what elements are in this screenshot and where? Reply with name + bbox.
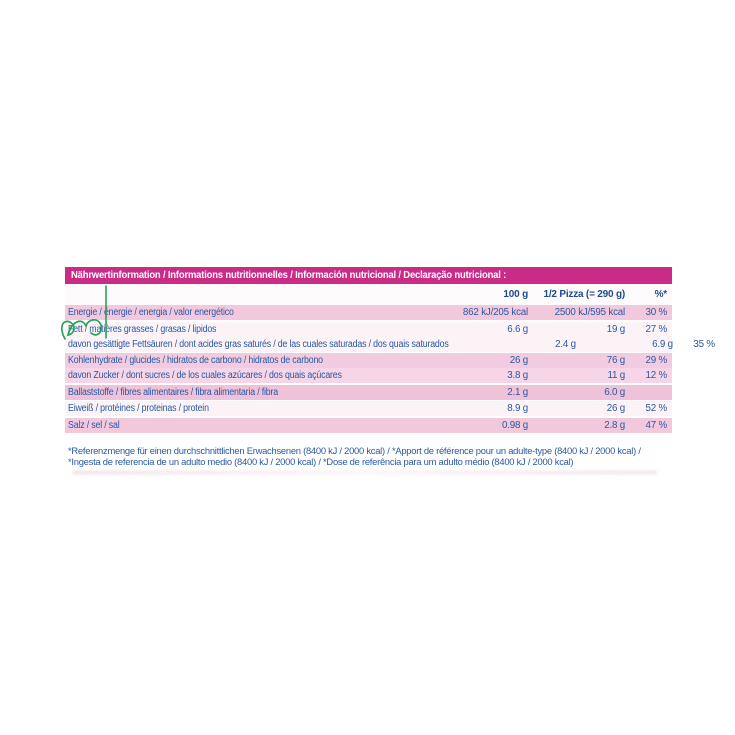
nutrition-row: Ballaststoffe / fibres alimentaires / fi… [65, 384, 672, 400]
row-label: Ballaststoffe / fibres alimentaires / fi… [68, 386, 279, 398]
nutrition-row: Salz / sel / sal 0.98 g 2.8 g 47 % [65, 417, 672, 433]
footnote-line-1: *Referenzmenge für einen durchschnittlic… [68, 444, 641, 456]
value-percent: 29 % [645, 355, 667, 366]
column-header-row: 100 g 1/2 Pizza (= 290 g) %* [65, 284, 672, 305]
column-header-percent: %* [654, 289, 668, 300]
photo-edge-smudge [72, 470, 657, 475]
value-per-portion: 11 g [607, 370, 625, 381]
value-per-portion: 2500 kJ/595 kcal [554, 307, 626, 318]
value-per-portion: 6.9 g [652, 338, 673, 350]
row-label: davon gesättigte Fettsäuren / dont acide… [68, 338, 449, 350]
table-title-bar: Nährwertinformation / Informations nutri… [65, 267, 672, 284]
value-percent: 30 % [645, 307, 667, 318]
nutrition-row: Fett / matières grasses / grasas / lipid… [65, 321, 672, 337]
value-percent: 35 % [693, 338, 715, 350]
column-header-portion: 1/2 Pizza (= 290 g) [543, 289, 625, 300]
value-per-100g: 862 kJ/205 kcal [462, 307, 528, 318]
value-percent: 52 % [645, 403, 667, 414]
nutrition-row: davon gesättigte Fettsäuren / dont acide… [65, 336, 715, 352]
value-per-100g: 2.1 g [507, 386, 528, 398]
value-per-100g: 8.9 g [507, 403, 528, 414]
value-per-100g: 0.98 g [501, 419, 528, 431]
table-title: Nährwertinformation / Informations nutri… [71, 269, 507, 281]
nutrition-table: Nährwertinformation / Informations nutri… [65, 267, 715, 467]
value-per-portion: 26 g [606, 403, 625, 414]
footnote: *Referenzmenge für einen durchschnittlic… [65, 445, 672, 467]
value-per-100g: 6.6 g [507, 323, 528, 335]
value-percent: 47 % [645, 419, 667, 431]
row-label: davon Zucker / dont sucres / de los cual… [68, 370, 342, 381]
value-percent: 27 % [645, 323, 667, 335]
value-per-portion: 2.8 g [604, 419, 625, 431]
value-per-100g: 2.4 g [555, 338, 576, 350]
row-label: Fett / matières grasses / grasas / lipid… [68, 323, 217, 335]
row-label: Eiweiß / protéines / proteinas / protein [68, 403, 209, 414]
value-per-portion: 19 g [606, 323, 625, 335]
value-per-100g: 3.8 g [507, 370, 528, 381]
value-per-portion: 6.0 g [604, 386, 625, 398]
nutrition-rows: Energie / énergie / energia / valor ener… [65, 305, 715, 433]
nutrition-row: Eiweiß / protéines / proteinas / protein… [65, 401, 672, 416]
row-label: Kohlenhydrate / glucides / hidratos de c… [68, 355, 323, 366]
value-per-portion: 76 g [606, 355, 625, 366]
value-percent: 12 % [645, 370, 667, 381]
row-label: Salz / sel / sal [68, 419, 120, 431]
footnote-line-2: *Ingesta de referencia de un adulto medi… [68, 455, 574, 467]
nutrition-row: davon Zucker / dont sucres / de los cual… [65, 368, 672, 383]
row-label: Energie / énergie / energia / valor ener… [68, 307, 234, 318]
value-per-100g: 26 g [509, 355, 528, 366]
column-header-100g: 100 g [503, 289, 528, 300]
nutrition-row: Energie / énergie / energia / valor ener… [65, 305, 672, 320]
nutrition-row: Kohlenhydrate / glucides / hidratos de c… [65, 353, 672, 368]
